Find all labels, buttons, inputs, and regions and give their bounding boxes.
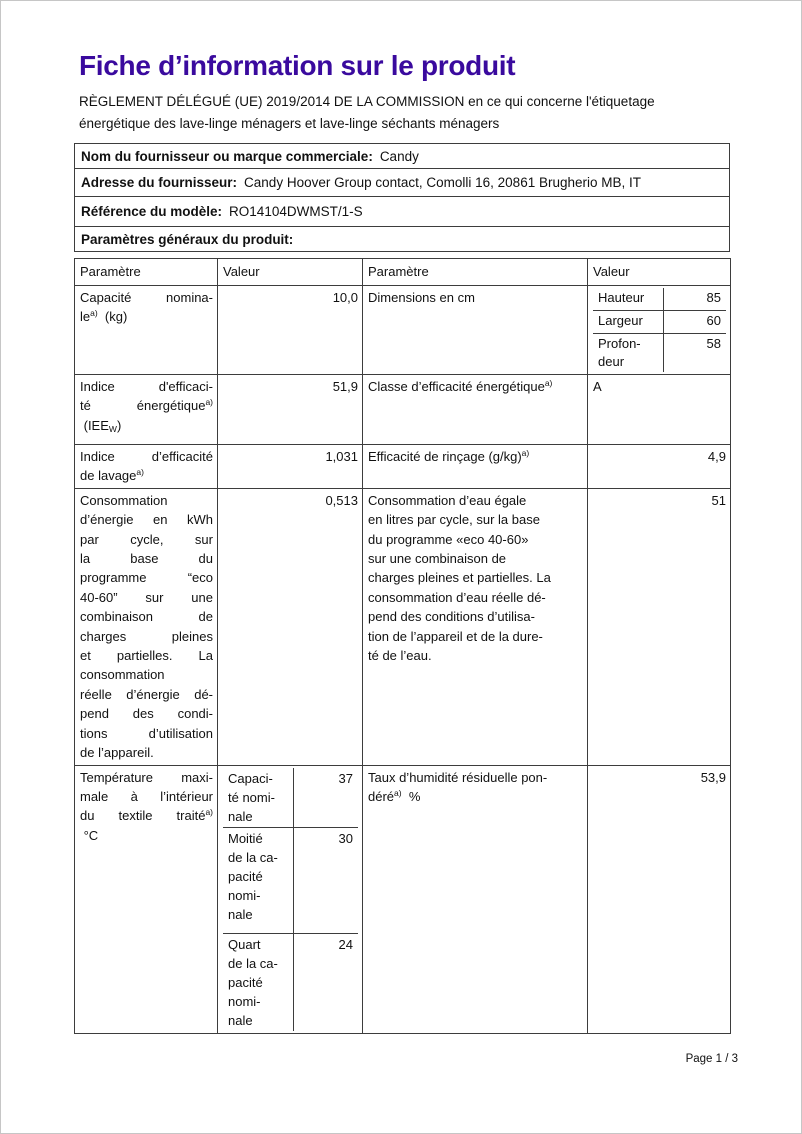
supplier-name-value: Candy bbox=[379, 148, 419, 164]
model-reference-label: Référence du modèle: bbox=[81, 204, 223, 219]
param-energy-consumption: Consommation d’énergie en kWh par cycle, s… bbox=[74, 487, 218, 766]
dimension-row-depth: Profon-deur 58 bbox=[593, 334, 726, 372]
temperature-rated-value: 37 bbox=[338, 770, 353, 786]
temperature-quarter-value: 24 bbox=[338, 936, 353, 952]
temperature-row-half: Moitié de la ca-pacité nomi-nale 30 bbox=[223, 827, 358, 934]
table-row-washing-index: Indice d’efficacité de lavagea) 1,031 Eff… bbox=[74, 444, 731, 489]
param-capacity: Capacité nomina-lea) (kg) bbox=[74, 285, 218, 375]
temperature-row-rated: Capaci-té nomi-nale 37 bbox=[223, 767, 358, 828]
value-capacity: 10,0 bbox=[217, 285, 363, 375]
value-water-consumption: 51 bbox=[587, 487, 731, 766]
supplier-address-row: Adresse du fournisseur: Candy Hoover Gro… bbox=[74, 168, 730, 197]
dimensions-subtable: Hauteur 85 Largeur 60 Profon-deur 58 bbox=[593, 288, 726, 372]
header-parametre-1: Paramètre bbox=[74, 258, 218, 286]
dimension-width-label: Largeur bbox=[593, 311, 664, 333]
value-residual-humidity: 53,9 bbox=[587, 764, 731, 1034]
header-valeur-1: Valeur bbox=[217, 258, 363, 286]
value-rinsing-efficiency: 4,9 bbox=[587, 444, 731, 489]
model-reference-value: RO14104DWMST/1-S bbox=[229, 204, 363, 219]
dimensions-subtable-cell: Hauteur 85 Largeur 60 Profon-deur 58 bbox=[587, 285, 731, 375]
param-energy-index: Indice d'efficaci-té énergétiquea) (IEEW… bbox=[74, 374, 218, 445]
table-header-row: Paramètre Valeur Paramètre Valeur bbox=[74, 258, 731, 286]
temperature-subtable-cell: Capaci-té nomi-nale 37 Moitié de la ca-pa… bbox=[217, 764, 363, 1034]
value-energy-index: 51,9 bbox=[217, 374, 363, 445]
dimension-width-value: 60 bbox=[706, 313, 721, 328]
temperature-rated-label: Capaci-té nomi-nale bbox=[223, 767, 294, 827]
general-parameters-label: Paramètres généraux du produit: bbox=[81, 231, 294, 247]
param-rinsing-efficiency: Efficacité de rinçage (g/kg)a) bbox=[362, 444, 588, 489]
param-max-temperature: Température maxi-male à l’intérieur du te… bbox=[74, 764, 218, 1034]
dimension-height-label: Hauteur bbox=[593, 288, 664, 310]
param-dimensions: Dimensions en cm bbox=[362, 285, 588, 375]
param-water-consumption: Consommation d’eau égale en litres par cy… bbox=[362, 487, 588, 766]
value-energy-class: A bbox=[587, 374, 731, 445]
table-row-max-temperature: Température maxi-male à l’intérieur du te… bbox=[74, 764, 731, 1034]
supplier-name-label: Nom du fournisseur ou marque commerciale… bbox=[81, 148, 373, 164]
supplier-address-label: Adresse du fournisseur: bbox=[81, 175, 238, 190]
page-title: Fiche d’information sur le produit bbox=[79, 50, 516, 81]
header-valeur-2: Valeur bbox=[587, 258, 731, 286]
model-reference-row: Référence du modèle: RO14104DWMST/1-S bbox=[74, 196, 730, 227]
supplier-address-value: Candy Hoover Group contact, Comolli 16, … bbox=[244, 175, 641, 190]
header-parametre-2: Paramètre bbox=[362, 258, 588, 286]
temperature-subtable: Capaci-té nomi-nale 37 Moitié de la ca-pa… bbox=[223, 767, 358, 1031]
table-row-energy-index: Indice d'efficaci-té énergétiquea) (IEEW… bbox=[74, 374, 731, 445]
page-content: Fiche d’information sur le produit RÈGLE… bbox=[74, 50, 731, 1034]
dimension-depth-value: 58 bbox=[706, 336, 721, 351]
dimension-row-height: Hauteur 85 bbox=[593, 288, 726, 311]
param-washing-index: Indice d’efficacité de lavagea) bbox=[74, 444, 218, 489]
dimension-row-width: Largeur 60 bbox=[593, 311, 726, 334]
temperature-quarter-label: Quart de la ca-pacité nomi-nale bbox=[223, 933, 294, 1031]
param-residual-humidity: Taux d’humidité résiduelle pon-déréa) % bbox=[362, 764, 588, 1034]
dimension-height-value: 85 bbox=[706, 290, 721, 305]
supplier-name-row: Nom du fournisseur ou marque commerciale… bbox=[74, 143, 730, 169]
table-row-capacity: Capacité nomina-lea) (kg) 10,0 Dimension… bbox=[74, 285, 731, 375]
temperature-row-quarter: Quart de la ca-pacité nomi-nale 24 bbox=[223, 933, 358, 1031]
table-row-energy-consumption: Consommation d’énergie en kWh par cycle, s… bbox=[74, 487, 731, 766]
regulation-text: RÈGLEMENT DÉLÉGUÉ (UE) 2019/2014 DE LA C… bbox=[79, 94, 655, 131]
temperature-half-value: 30 bbox=[338, 830, 353, 846]
general-parameters-row: Paramètres généraux du produit: bbox=[74, 226, 730, 252]
page-number: Page 1 / 3 bbox=[685, 1053, 738, 1065]
param-energy-class: Classe d’efficacité énergétiquea) bbox=[362, 374, 588, 445]
parameters-table: Paramètre Valeur Paramètre Valeur Capaci… bbox=[74, 258, 731, 1034]
temperature-half-label: Moitié de la ca-pacité nomi-nale bbox=[223, 827, 294, 933]
value-washing-index: 1,031 bbox=[217, 444, 363, 489]
value-energy-consumption: 0,513 bbox=[217, 487, 363, 766]
dimension-depth-label: Profon-deur bbox=[593, 334, 664, 372]
